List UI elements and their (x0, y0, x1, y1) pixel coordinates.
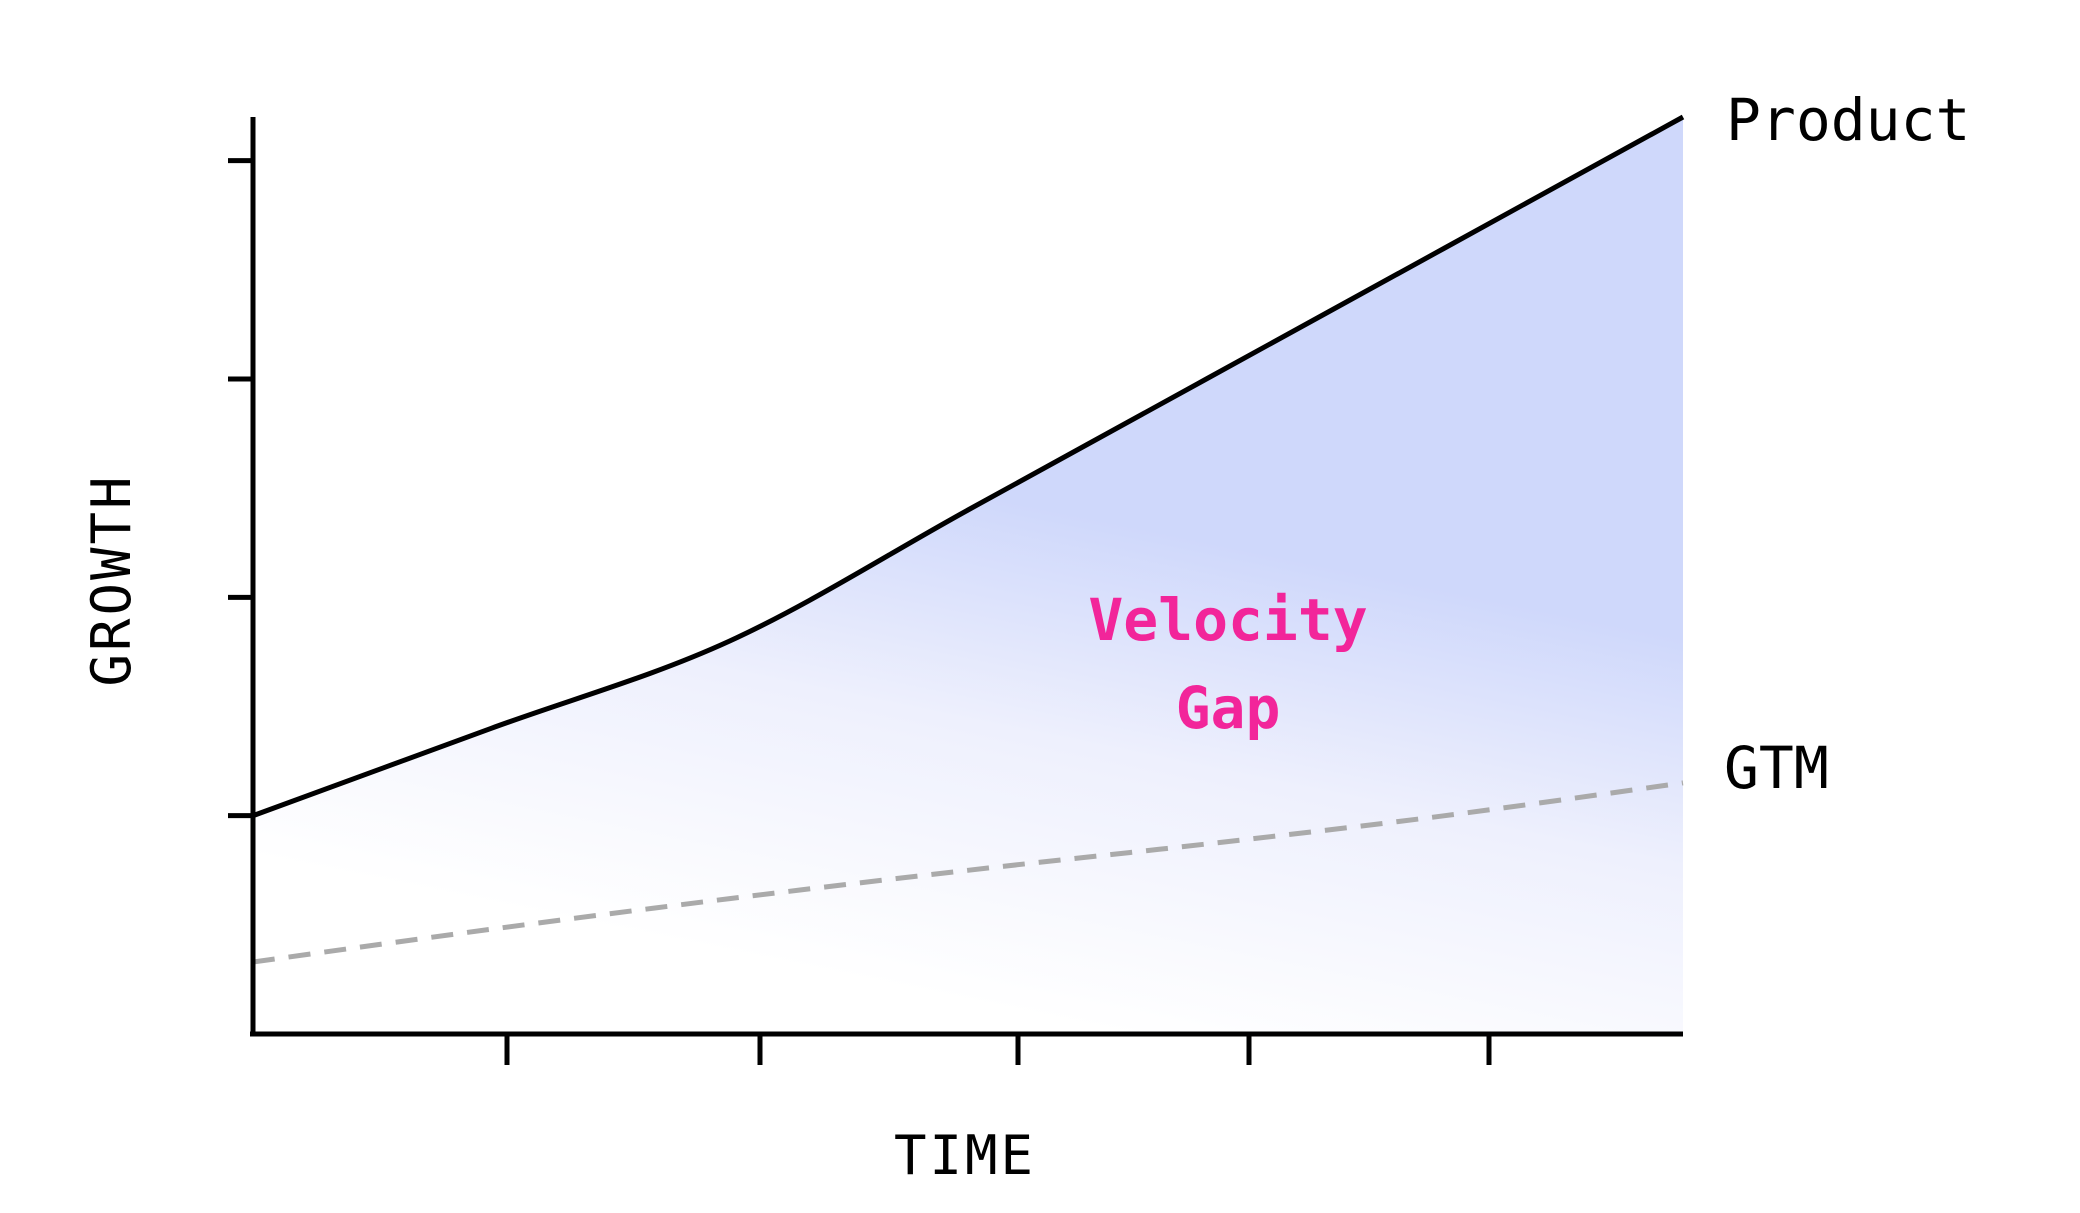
velocity-gap-label: Velocity Gap (1088, 586, 1367, 742)
velocity-gap-label-line-2: Gap (1176, 674, 1281, 742)
x-axis-title: TIME (894, 1124, 1036, 1187)
y-axis-title: GROWTH (80, 473, 143, 686)
series-label-product: Product (1726, 86, 1970, 154)
velocity-gap-area (253, 117, 1683, 1034)
series-label-gtm: GTM (1724, 734, 1829, 802)
x-ticks (504, 1034, 1492, 1065)
y-ticks (228, 158, 253, 819)
gtm-line (252, 780, 1684, 965)
velocity-gap-label-line-1: Velocity (1088, 586, 1367, 654)
product-line (252, 114, 1685, 819)
